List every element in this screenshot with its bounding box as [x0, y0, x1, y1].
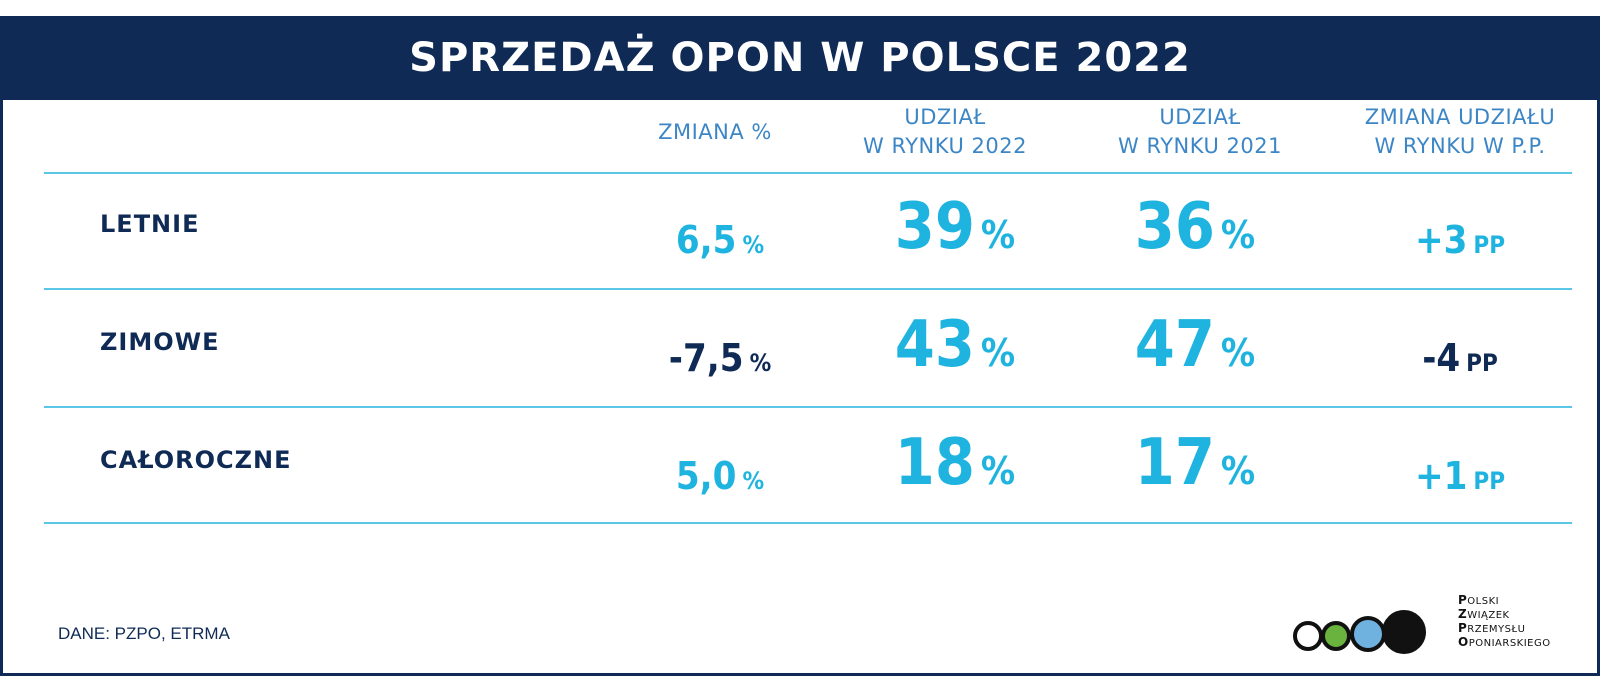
- table-rule: [44, 288, 1572, 290]
- logo-wordmark: POLSKI ZWIĄZEK PRZEMYSŁU OPONIARSKIEGO: [1458, 594, 1551, 650]
- logo-line: PRZEMYSŁU: [1458, 622, 1551, 636]
- logo-initial: P: [1458, 621, 1468, 635]
- table-rule-bottom: [44, 522, 1572, 524]
- column-header-line: UDZIAŁ: [1159, 105, 1241, 129]
- logo-initial: O: [1458, 635, 1469, 649]
- row-label-zimowe: ZIMOWE: [100, 328, 220, 356]
- value-share-2021: 36: [1134, 190, 1215, 264]
- logo-line: ZWIĄZEK: [1458, 608, 1551, 622]
- value-share-2022: 39: [894, 190, 975, 264]
- cell-share-2021: 17%: [1100, 426, 1290, 500]
- value-change: -7,5: [668, 336, 744, 380]
- column-header-line: W RYNKU 2021: [1118, 134, 1282, 158]
- row-label-letnie: LETNIE: [100, 210, 200, 238]
- logo-circle-black: [1382, 610, 1426, 654]
- cell-share-2022: 43%: [860, 308, 1050, 382]
- value-share-change: +1: [1414, 454, 1468, 498]
- cell-change: -7,5%: [635, 336, 805, 380]
- cell-share-2021: 47%: [1100, 308, 1290, 382]
- logo-rest: OLSKI: [1467, 596, 1500, 607]
- title-banner: SPRZEDAŻ OPON W POLSCE 2022: [0, 16, 1600, 100]
- column-header-line: ZMIANA UDZIAŁU: [1364, 105, 1556, 129]
- unit-pct: %: [749, 349, 772, 377]
- unit-pct: %: [980, 213, 1016, 257]
- unit-pp: PP: [1466, 349, 1498, 377]
- value-share-2021: 17: [1134, 426, 1215, 500]
- logo-initial: Z: [1458, 607, 1468, 621]
- value-share-change: -4: [1422, 336, 1461, 380]
- value-share-2022: 18: [894, 426, 975, 500]
- value-change: 5,0: [675, 454, 737, 498]
- column-header-line: W RYNKU W P.P.: [1374, 134, 1546, 158]
- cell-share-change: -4 PP: [1370, 336, 1550, 380]
- column-header-share-2022: UDZIAŁ W RYNKU 2022: [830, 103, 1060, 161]
- pzpo-logo: [1293, 610, 1426, 654]
- value-change: 6,5: [675, 218, 737, 262]
- row-label-caloroczne: CAŁOROCZNE: [100, 446, 292, 474]
- column-header-share-2021: UDZIAŁ W RYNKU 2021: [1090, 103, 1310, 161]
- infographic-frame: [0, 16, 1600, 676]
- cell-share-2021: 36%: [1100, 190, 1290, 264]
- column-header-line: ZMIANA %: [658, 120, 772, 144]
- table-rule-top: [44, 172, 1572, 174]
- cell-share-2022: 18%: [860, 426, 1050, 500]
- column-header-line: UDZIAŁ: [904, 105, 986, 129]
- cell-share-change: +3 PP: [1370, 218, 1550, 262]
- value-share-2021: 47: [1134, 308, 1215, 382]
- cell-share-2022: 39%: [860, 190, 1050, 264]
- unit-pct: %: [1220, 213, 1256, 257]
- column-header-share-change: ZMIANA UDZIAŁU W RYNKU W P.P.: [1330, 103, 1590, 161]
- unit-pct: %: [980, 449, 1016, 493]
- chart-title: SPRZEDAŻ OPON W POLSCE 2022: [409, 35, 1191, 81]
- logo-circle-blue: [1350, 616, 1386, 652]
- value-share-change: +3: [1414, 218, 1468, 262]
- unit-pp: PP: [1473, 231, 1506, 259]
- logo-circle-green: [1321, 621, 1351, 651]
- logo-rest: RZEMYSŁU: [1467, 624, 1526, 635]
- unit-pct: %: [1220, 331, 1256, 375]
- logo-line: OPONIARSKIEGO: [1458, 636, 1551, 650]
- unit-pp: PP: [1473, 467, 1506, 495]
- logo-line: POLSKI: [1458, 594, 1551, 608]
- logo-rest: WIĄZEK: [1467, 610, 1510, 621]
- data-source-note: DANE: PZPO, ETRMA: [58, 624, 230, 643]
- logo-circle-white: [1293, 621, 1323, 651]
- unit-pct: %: [742, 467, 765, 495]
- logo-rest: PONIARSKIEGO: [1468, 638, 1551, 649]
- column-header-change: ZMIANA %: [620, 118, 810, 147]
- table-rule: [44, 406, 1572, 408]
- cell-change: 5,0%: [635, 454, 805, 498]
- logo-initial: P: [1458, 593, 1468, 607]
- unit-pct: %: [742, 231, 765, 259]
- value-share-2022: 43: [894, 308, 975, 382]
- column-header-line: W RYNKU 2022: [863, 134, 1027, 158]
- unit-pct: %: [1220, 449, 1256, 493]
- unit-pct: %: [980, 331, 1016, 375]
- cell-share-change: +1 PP: [1370, 454, 1550, 498]
- cell-change: 6,5%: [635, 218, 805, 262]
